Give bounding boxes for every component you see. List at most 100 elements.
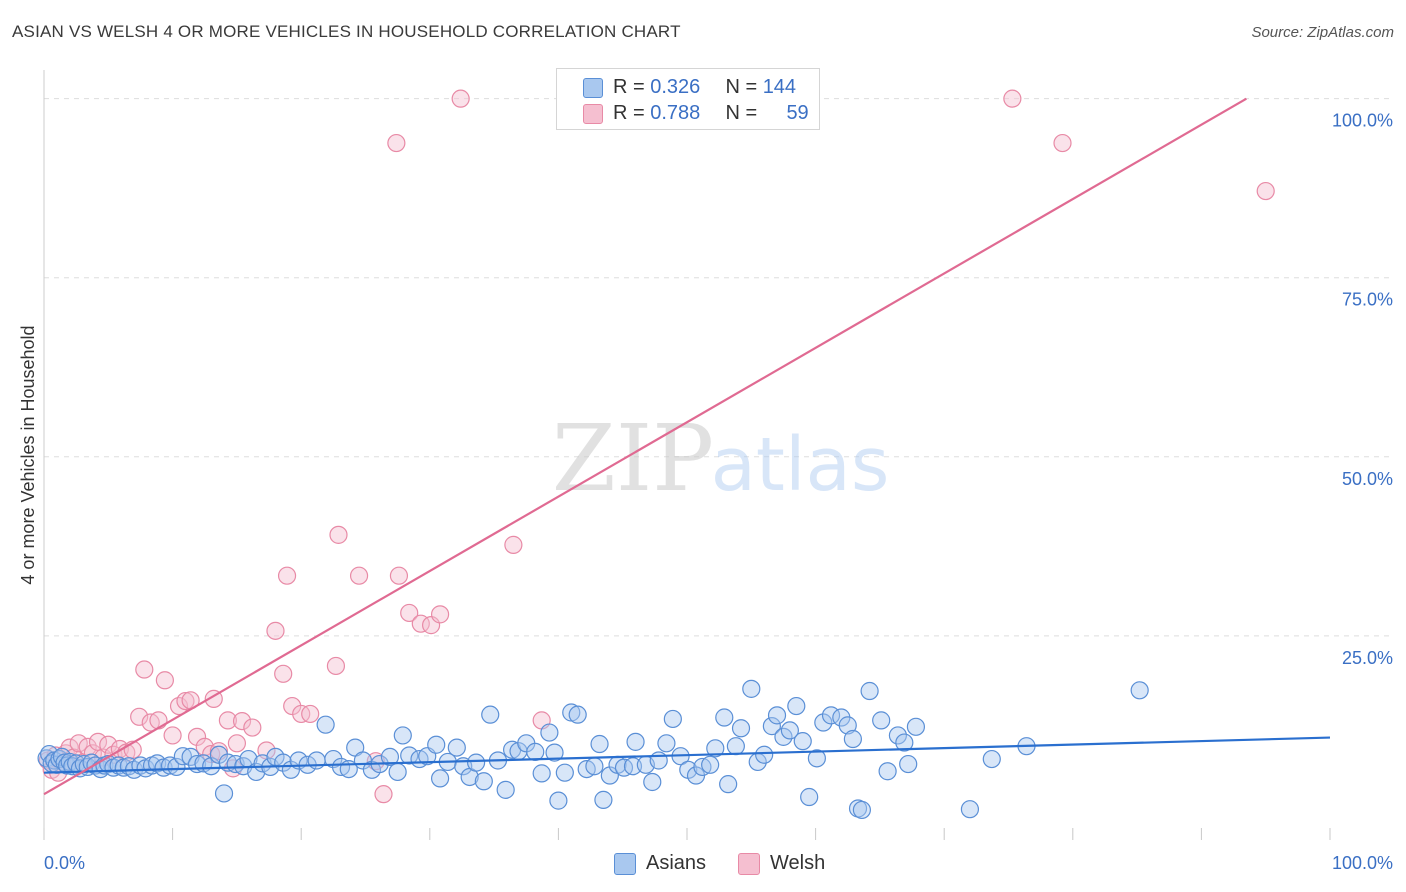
x-tick-label-max: 100.0% [1332,853,1393,873]
asian-point [214,784,234,803]
welsh-point [99,735,118,754]
y-tick-label: 25.0% [1342,648,1393,668]
welsh-point [218,711,237,730]
welsh-point [135,660,154,679]
welsh-point [387,133,406,153]
welsh-point [277,566,297,585]
legend-swatch-welsh [583,104,603,124]
asian-point [526,742,545,761]
welsh-point [227,734,246,753]
legend-r-value-welsh: 0.788 [650,102,701,124]
welsh-point [301,704,320,724]
welsh-point [243,718,262,737]
legend-n-value-welsh: 59 [786,102,809,124]
asian-point [706,739,725,758]
series-swatch-asians [614,853,636,875]
asian-point [1130,681,1149,700]
welsh-point [69,734,88,753]
asian-point [393,726,412,745]
asian-point [852,800,871,820]
asian-point [726,737,745,756]
y-tick-label: 75.0% [1342,290,1393,310]
asian-point [755,745,774,764]
asian-point [906,717,926,736]
asian-point [447,738,466,757]
legend-r-label: R = [613,102,651,124]
welsh-point [329,525,348,544]
asian-point [643,772,662,792]
asian-point [388,762,407,782]
asian-point [719,775,738,794]
welsh-point [326,656,346,676]
welsh-trend-line [43,97,1247,796]
asian-point [568,705,587,724]
welsh-point [187,727,207,746]
welsh-point [130,707,149,726]
asian-point [800,787,819,807]
legend-r-value-asians: 0.326 [650,76,701,98]
asian-point [731,719,751,738]
welsh-point [389,566,409,585]
asian-point [767,706,787,725]
welsh-point [176,691,195,711]
legend-r-label: R = [613,76,651,98]
asian-point [793,732,812,751]
asian-point [715,708,734,727]
asian-point [614,758,634,777]
series-label-welsh: Welsh [770,852,826,874]
series-label-asians: Asians [646,852,707,874]
welsh-point [374,785,393,804]
welsh-point [349,566,369,585]
asian-point [626,732,645,751]
asian-point [701,755,720,774]
legend-swatch-asians [583,78,603,98]
asian-trend-line [43,736,1331,774]
asian-point [380,747,400,767]
asian-point [555,763,574,782]
asian-point [466,753,486,772]
x-tick-label-min: 0.0% [44,853,85,873]
welsh-point [163,726,182,745]
asian-point [481,705,500,724]
welsh-point [155,671,174,690]
legend-n-label: N = [725,102,763,124]
asian-point [496,780,515,799]
asian-point [657,734,676,753]
asian-point [427,735,446,754]
asian-point [540,723,559,742]
asian-point [807,749,826,768]
asian-point [545,743,564,762]
asian-point [878,762,897,781]
asian-point [843,729,862,749]
asian-point [860,681,879,701]
welsh-point [232,711,252,731]
y-tick-labels: 25.0% 50.0% 75.0% 100.0% [1332,111,1393,668]
asian-point [899,754,918,774]
y-axis-label: 4 or more Vehicles in Household [18,325,38,584]
asian-point [400,746,419,765]
asian-point [814,713,833,732]
asian-point [780,721,799,740]
x-tick-marks [43,828,1331,840]
watermark-atlas: atlas [711,422,890,508]
chart-title: ASIAN VS WELSH 4 OR MORE VEHICLES IN HOU… [12,22,681,41]
asian-point [872,711,891,730]
welsh-point [451,89,470,108]
series-legend: Asians Welsh [0,850,1406,880]
asian-point [960,800,980,819]
asian-point [430,769,450,788]
welsh-point [1003,89,1022,108]
y-tick-label: 50.0% [1342,469,1393,489]
legend-box: R = 0.326 N = 144 R = 0.788 N = 59 [556,68,820,130]
asian-point [594,790,613,809]
asian-point [532,764,551,783]
asian-point [742,679,761,698]
asian-point [316,715,335,734]
welsh-point [400,603,419,623]
welsh-point [504,535,523,554]
welsh-point [1256,181,1275,201]
legend-n-value-asians: 144 [762,76,797,98]
welsh-point [430,605,450,624]
asian-point [895,733,914,752]
